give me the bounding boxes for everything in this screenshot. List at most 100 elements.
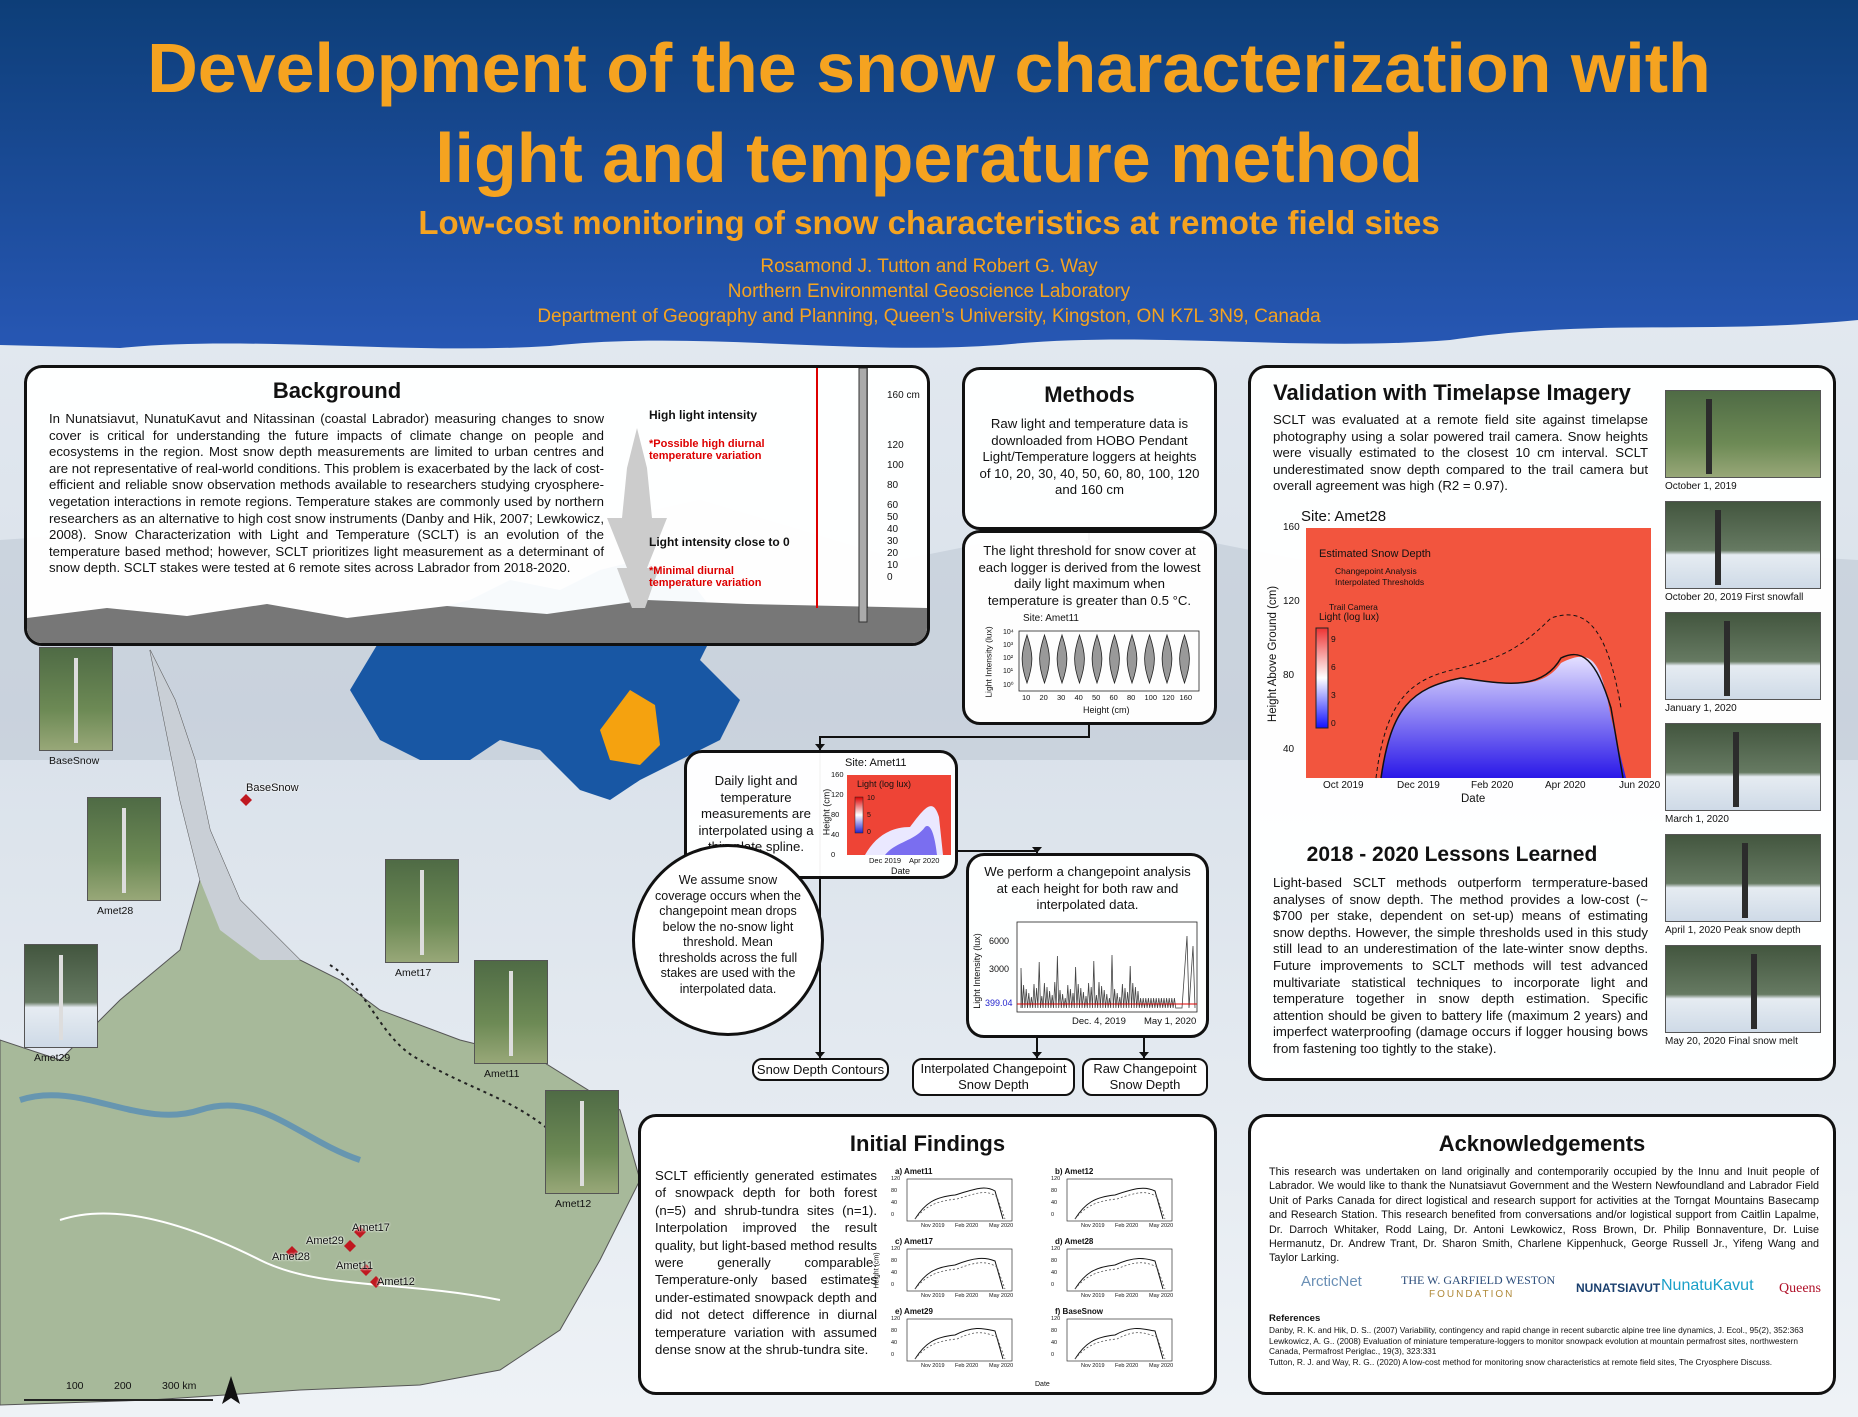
diagram-label: *Minimal diurnal temperature variation (649, 565, 762, 589)
references-heading: References (1269, 1313, 1321, 1324)
panel-label: a) Amet11 (895, 1167, 933, 1176)
x-tick-label: Feb 2020 (955, 1363, 979, 1369)
x-tick-label: 100 (1144, 693, 1158, 702)
y-tick-label: 160 (1283, 522, 1300, 533)
references: Danby, R. K. and Hik, D. S.. (2007) Vari… (1269, 1325, 1824, 1367)
threshold-panel: The light threshold for snow cover at ea… (962, 530, 1217, 725)
logo: ArcticNet (1301, 1273, 1362, 1290)
y-tick-label: 40 (891, 1200, 898, 1206)
x-tick-label: Feb 2020 (1115, 1223, 1139, 1229)
y-tick-label: 120 (1051, 1316, 1061, 1322)
y-tick-label: 40 (1051, 1270, 1058, 1276)
snow-depth-heatmap (1306, 528, 1651, 779)
title-line: Development of the snow characterization… (147, 29, 1711, 107)
scale-label: 20 (887, 548, 899, 559)
scale-label: 100 (887, 460, 904, 471)
legend-entry: Trail Camera (1329, 602, 1378, 612)
x-tick-label: May 2020 (1149, 1223, 1174, 1229)
x-tick-label: Nov 2019 (921, 1223, 945, 1229)
axis-label: Height (cm) (1083, 705, 1130, 715)
y-tick-label: 120 (1051, 1246, 1061, 1252)
axis-label: Height Above Ground (cm) (1267, 585, 1280, 723)
x-tick-label: 10 (1022, 693, 1031, 702)
y-tick-label: 0 (891, 1352, 895, 1358)
y-tick-label: 120 (891, 1316, 901, 1322)
y-tick-label: 10¹ (1003, 668, 1014, 675)
violins (1018, 630, 1200, 692)
x-tick-label: Nov 2019 (1081, 1223, 1105, 1229)
y-tick-label: 120 (891, 1246, 901, 1252)
axis-label: Light Intensity (lux) (983, 626, 994, 698)
photo-caption: January 1, 2020 (1665, 703, 1737, 714)
light-series (1016, 921, 1198, 1013)
colorbar-label: 10 (867, 795, 875, 802)
logo: NUNATSIAVUT (1576, 1281, 1661, 1295)
x-tick-label: 60 (1109, 693, 1118, 702)
department: Department of Geography and Planning, Qu… (537, 306, 1321, 327)
x-tick-label: Dec. 4, 2019 (1072, 1016, 1126, 1027)
section-heading: Methods (1044, 382, 1135, 407)
y-tick-label: 10⁴ (1003, 629, 1014, 636)
colorbar-label: 0 (867, 829, 871, 836)
scale-label: 30 (887, 536, 899, 547)
methods-text: Raw light and temperature data is downlo… (979, 416, 1200, 498)
y-tick-label: 120 (1283, 596, 1300, 607)
colorbar-label: 9 (1331, 634, 1336, 644)
colorbar-label: 5 (867, 812, 871, 819)
x-tick-label: May 2020 (989, 1223, 1014, 1229)
subtitle: Low-cost monitoring of snow characterist… (418, 204, 1440, 241)
contour-chart: Site: Amet11 Light (log lux) 10 5 0 Height (c… (815, 757, 955, 879)
depth-panel (1066, 1318, 1173, 1362)
x-tick-label: Feb 2020 (1471, 780, 1514, 791)
timelapse-photo (1665, 945, 1821, 1033)
logo: FOUNDATION (1429, 1289, 1515, 1300)
timelapse-photo (1665, 723, 1821, 811)
timelapse-photo (1665, 612, 1821, 700)
colorbar-label: 3 (1331, 690, 1336, 700)
x-tick-label: 30 (1057, 693, 1066, 702)
stake-scale: 160 cm 120 100 80 60 50 40 30 20 10 0 (887, 368, 927, 643)
x-tick-label: Apr 2020 (1545, 780, 1586, 791)
timelapse-photos: October 1, 2019 October 20, 2019 First sn… (1665, 390, 1830, 1070)
scale-label: 80 (887, 480, 899, 491)
depth-panel (906, 1248, 1013, 1292)
scale-label: 120 (887, 440, 904, 451)
x-tick-label: Feb 2020 (955, 1223, 979, 1229)
y-tick-label: 0 (1051, 1282, 1055, 1288)
y-tick-label: 3000 (989, 964, 1010, 974)
acknowledgements-text: This research was undertaken on land ori… (1269, 1166, 1819, 1265)
y-tick-label: 80 (1051, 1328, 1058, 1334)
y-tick-label: 40 (1283, 744, 1295, 755)
diagram-label: *Possible high diurnal temperature varia… (649, 438, 765, 462)
photo-caption: May 20, 2020 Final snow melt (1665, 1036, 1798, 1047)
y-tick-label: 6000 (989, 936, 1010, 946)
y-tick-label: 80 (1051, 1188, 1058, 1194)
y-tick-label: 80 (891, 1258, 898, 1264)
scale-label: 0 (887, 572, 893, 583)
output-node: Interpolated Changepoint Snow Depth (912, 1058, 1075, 1096)
validation-text: SCLT was evaluated at a remote field sit… (1273, 412, 1648, 494)
panel-label: c) Amet17 (895, 1237, 933, 1246)
depth-panel (906, 1318, 1013, 1362)
section-heading: Validation with Timelapse Imagery (1273, 380, 1631, 405)
chart-title: Site: Amet11 (1023, 613, 1079, 624)
x-tick-label: 120 (1162, 693, 1175, 702)
y-tick-label: 40 (831, 830, 840, 839)
findings-text: SCLT efficiently generated estimates of … (655, 1168, 877, 1358)
y-tick-label: 80 (891, 1188, 898, 1194)
photo-caption: April 1, 2020 Peak snow depth (1665, 925, 1801, 936)
colorbar-title: Light (log lux) (1319, 612, 1380, 623)
x-tick-label: Nov 2019 (921, 1363, 945, 1369)
x-tick-label: Apr 2020 (909, 856, 940, 865)
methods-text: Daily light and temperature measurements… (698, 773, 814, 855)
depth-panel (1066, 1248, 1173, 1292)
y-tick-label: 80 (831, 810, 840, 819)
y-tick-label: 80 (1051, 1258, 1058, 1264)
y-tick-label: 399.04 (985, 998, 1013, 1008)
reference: Danby, R. K. and Hik, D. S.. (2007) Vari… (1269, 1325, 1804, 1335)
scale-label: 160 cm (887, 390, 920, 401)
section-heading: Initial Findings (849, 1131, 1006, 1156)
y-tick-label: 0 (831, 850, 836, 859)
authors: Rosamond J. Tutton and Robert G. Way (760, 256, 1098, 277)
